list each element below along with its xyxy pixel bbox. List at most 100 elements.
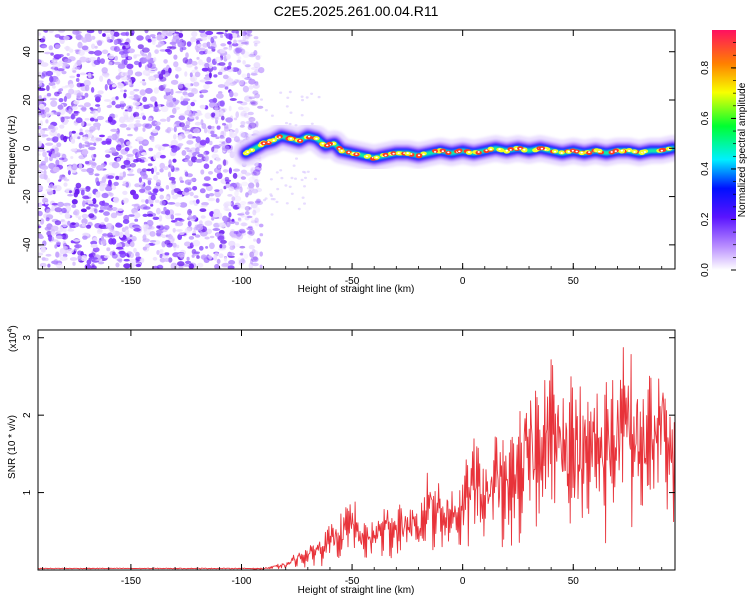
noise-speck xyxy=(170,88,174,96)
noise-speck xyxy=(203,83,210,90)
noise-speck xyxy=(54,207,63,213)
noise-speck xyxy=(85,186,91,190)
noise-speck xyxy=(285,105,289,108)
noise-speck xyxy=(221,145,230,152)
noise-speck xyxy=(252,209,257,216)
noise-speck xyxy=(61,220,68,228)
noise-speck xyxy=(250,202,258,209)
noise-speck xyxy=(71,163,78,171)
noise-speck xyxy=(94,208,98,214)
noise-speck xyxy=(116,208,124,212)
noise-speck xyxy=(159,188,165,192)
noise-speck xyxy=(246,72,251,79)
noise-speck xyxy=(209,160,213,165)
noise-speck xyxy=(248,207,252,210)
noise-speck xyxy=(232,172,238,179)
noise-speck xyxy=(177,234,183,240)
noise-speck xyxy=(103,30,112,34)
noise-speck xyxy=(102,233,108,237)
noise-speck xyxy=(179,30,183,34)
noise-speck xyxy=(120,76,129,81)
noise-speck xyxy=(48,30,54,34)
noise-speck xyxy=(132,212,141,219)
noise-speck xyxy=(88,213,95,219)
noise-speck xyxy=(254,81,259,86)
noise-speck xyxy=(219,100,225,107)
noise-speck xyxy=(53,147,59,153)
noise-speck xyxy=(182,126,187,131)
noise-speck xyxy=(94,223,102,229)
noise-speck xyxy=(86,224,92,229)
noise-speck xyxy=(219,222,226,228)
noise-speck xyxy=(229,245,235,251)
noise-speck xyxy=(180,96,184,102)
noise-speck xyxy=(149,240,157,243)
noise-speck xyxy=(194,121,202,126)
noise-speck xyxy=(250,218,255,223)
noise-speck xyxy=(193,81,200,87)
noise-speck xyxy=(59,174,63,181)
noise-speck xyxy=(209,140,213,146)
noise-speck xyxy=(72,70,77,73)
noise-speck xyxy=(143,141,149,144)
noise-speck xyxy=(74,111,80,114)
x-tick-label: -50 xyxy=(345,576,360,587)
noise-speck xyxy=(118,51,125,55)
noise-speck xyxy=(71,199,78,205)
noise-speck xyxy=(54,244,58,249)
noise-speck xyxy=(179,122,186,128)
noise-speck xyxy=(219,244,223,249)
noise-speck xyxy=(89,117,95,122)
noise-speck xyxy=(248,182,255,189)
noise-speck xyxy=(49,75,54,83)
noise-speck xyxy=(195,147,200,153)
noise-speck xyxy=(196,113,200,117)
noise-speck xyxy=(240,110,247,117)
noise-speck xyxy=(211,146,215,152)
noise-speck xyxy=(134,218,139,222)
noise-speck xyxy=(285,202,289,205)
noise-speck xyxy=(247,233,252,239)
noise-speck xyxy=(223,256,228,262)
noise-speck xyxy=(81,37,89,43)
noise-speck xyxy=(150,194,156,201)
noise-speck xyxy=(154,185,162,189)
noise-speck xyxy=(84,129,90,133)
noise-speck xyxy=(123,89,127,93)
noise-speck xyxy=(245,120,253,125)
noise-speck xyxy=(58,30,66,33)
noise-speck xyxy=(244,30,252,35)
noise-speck xyxy=(91,43,96,50)
noise-speck xyxy=(67,193,74,197)
noise-speck xyxy=(257,162,262,168)
noise-speck xyxy=(109,192,114,197)
noise-speck xyxy=(44,30,48,33)
noise-speck xyxy=(149,231,156,237)
noise-speck xyxy=(101,176,107,183)
noise-speck xyxy=(182,98,191,102)
noise-speck xyxy=(173,146,180,151)
noise-speck xyxy=(207,46,216,49)
signal-peak-core xyxy=(307,135,311,138)
noise-speck xyxy=(44,257,49,262)
noise-speck xyxy=(249,100,257,105)
signal-peak-core xyxy=(467,151,471,154)
noise-speck xyxy=(147,38,152,43)
noise-speck xyxy=(159,118,167,122)
noise-speck xyxy=(303,185,306,188)
noise-speck xyxy=(134,71,143,77)
noise-speck xyxy=(45,217,50,222)
noise-speck xyxy=(254,43,258,47)
noise-speck xyxy=(175,167,180,171)
noise-speck xyxy=(235,230,242,237)
noise-speck xyxy=(253,168,260,171)
noise-speck xyxy=(59,159,64,165)
noise-speck xyxy=(79,128,83,133)
noise-speck xyxy=(167,30,175,33)
noise-speck xyxy=(212,212,220,218)
noise-speck xyxy=(153,174,159,181)
noise-speck xyxy=(176,244,180,249)
noise-speck xyxy=(61,70,67,75)
noise-speck xyxy=(94,173,100,177)
noise-speck xyxy=(140,105,144,111)
